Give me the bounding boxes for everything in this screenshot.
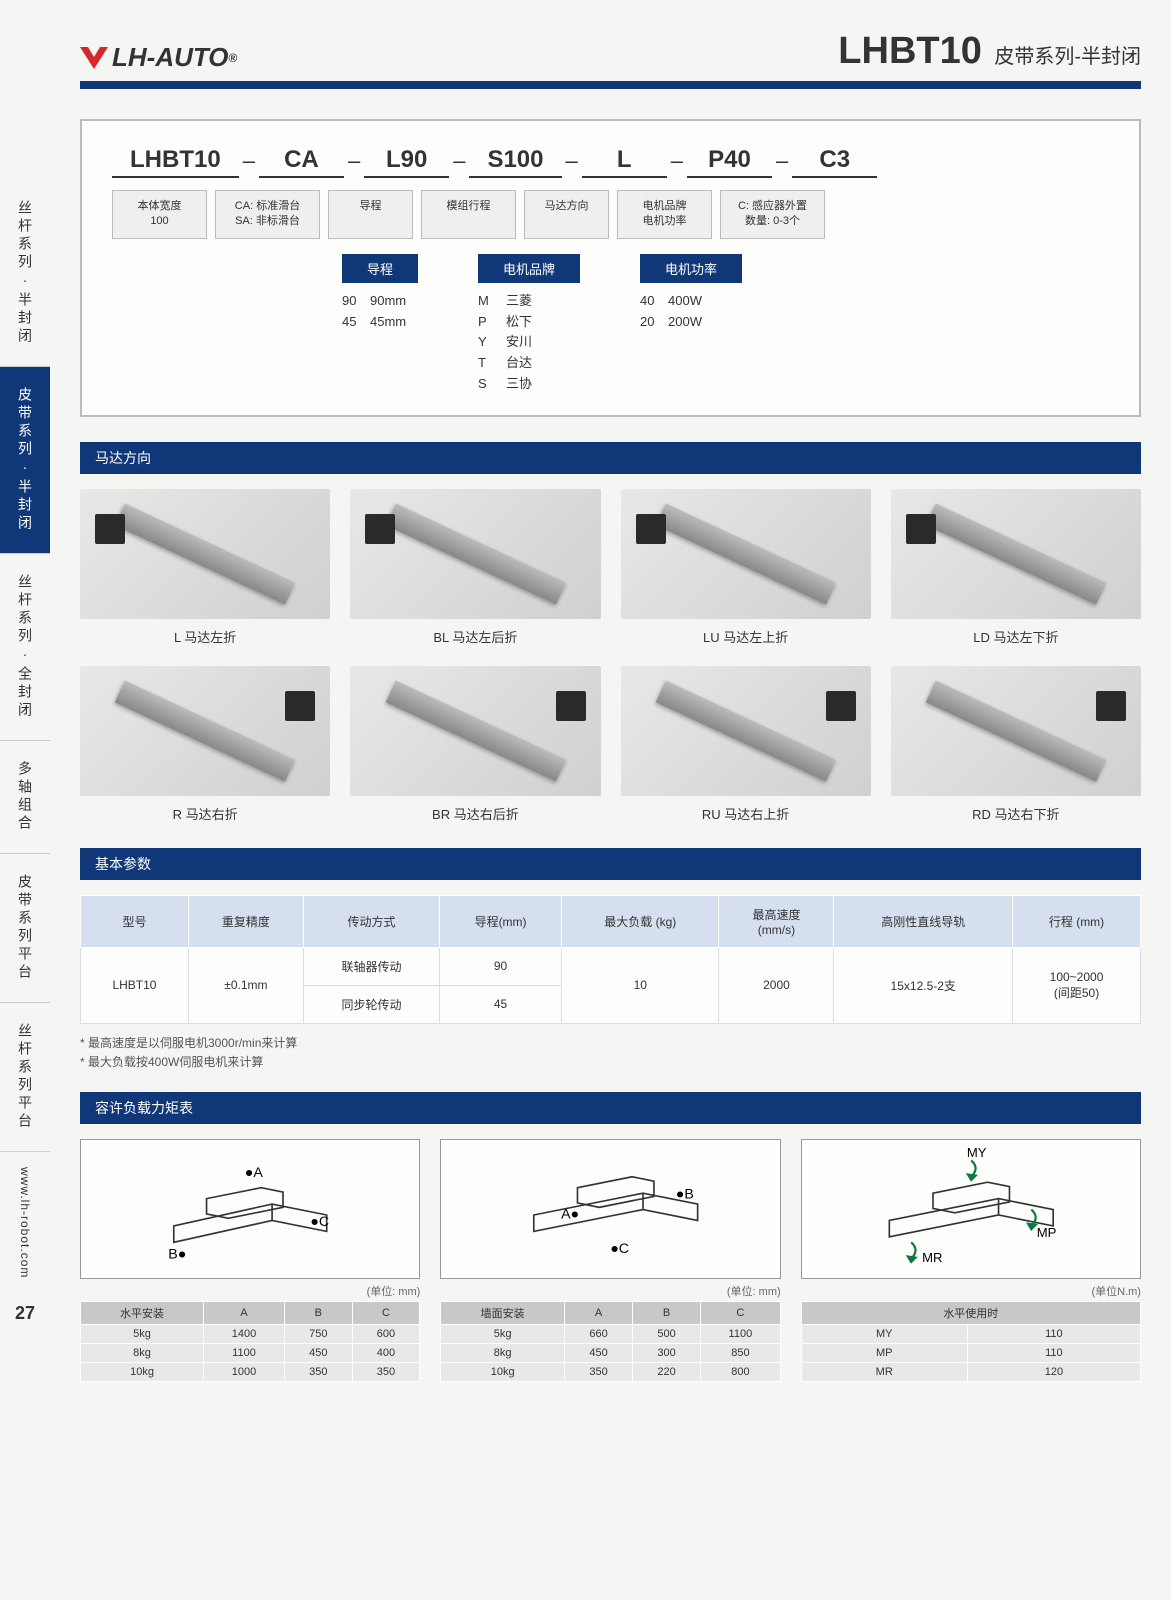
configuration-diagram: LHBT10–CA–L90–S100–L–P40–C3 本体宽度 100CA: … [80, 119, 1141, 417]
torque-diagram: ●A ●C B● [80, 1139, 420, 1279]
option-row: T台达 [478, 353, 580, 374]
torque-diagram: A● ●B ●C [440, 1139, 780, 1279]
part-code: C3 [792, 146, 877, 178]
motor-variant: RU 马达右上折 [621, 666, 871, 823]
section-torque: 容许负载力矩表 [80, 1092, 1141, 1124]
sidebar-item[interactable]: 皮带系列平台 [0, 854, 50, 1003]
svg-text:●C: ●C [310, 1214, 329, 1230]
logo: LH-AUTO® [80, 42, 237, 73]
sidebar-item[interactable]: 丝杆系列·半封闭 [0, 180, 50, 367]
option-row: Y安川 [478, 332, 580, 353]
svg-text:MR: MR [922, 1250, 942, 1265]
torque-table: 水平使用时MY110MP110MR120 [801, 1301, 1141, 1382]
option-group-header: 电机品牌 [478, 254, 580, 283]
header-divider [80, 81, 1141, 89]
sidebar-item[interactable]: 丝杆系列·全封闭 [0, 554, 50, 741]
param-column-header: 重复精度 [188, 895, 303, 947]
option-row: 20200W [640, 312, 742, 333]
param-column-header: 传动方式 [303, 895, 439, 947]
sidebar: 丝杆系列·半封闭皮带系列·半封闭丝杆系列·全封闭多轴组合皮带系列平台丝杆系列平台… [0, 0, 50, 1412]
param-column-header: 型号 [81, 895, 189, 947]
torque-table: 墙面安装ABC5kg66050011008kg45030085010kg3502… [440, 1301, 780, 1382]
svg-text:B●: B● [168, 1246, 186, 1262]
torque-table: 水平安装ABC5kg14007506008kg110045040010kg100… [80, 1301, 420, 1382]
svg-text:●C: ●C [610, 1241, 629, 1257]
product-subtitle: 皮带系列-半封闭 [994, 46, 1141, 68]
part-code: CA [259, 146, 344, 178]
part-description: 模组行程 [421, 190, 516, 239]
part-description: 马达方向 [524, 190, 609, 239]
sidebar-item[interactable]: 皮带系列·半封闭 [0, 367, 50, 554]
section-basic-params: 基本参数 [80, 848, 1141, 880]
sidebar-item[interactable]: 多轴组合 [0, 741, 50, 854]
motor-variant: L 马达左折 [80, 489, 330, 646]
part-code: LHBT10 [112, 146, 239, 178]
motor-variant: LD 马达左下折 [891, 489, 1141, 646]
motor-direction-grid: L 马达左折BL 马达左后折LU 马达左上折LD 马达左下折 R 马达右折BR 马… [80, 489, 1141, 823]
motor-variant: BR 马达右后折 [350, 666, 600, 823]
param-notes: * 最高速度是以伺服电机3000r/min来计算* 最大负载按400W伺服电机来… [80, 1034, 1141, 1072]
option-row: 4545mm [342, 312, 418, 333]
param-column-header: 最大负载 (kg) [562, 895, 719, 947]
param-column-header: 导程(mm) [440, 895, 562, 947]
torque-area: ●A●CB●(单位: mm)水平安装ABC5kg14007506008kg110… [80, 1139, 1141, 1382]
page-number: 27 [0, 1293, 50, 1334]
option-row: 40400W [640, 291, 742, 312]
part-code: L90 [364, 146, 449, 178]
option-row: M三菱 [478, 291, 580, 312]
page-header: LH-AUTO® LHBT10 皮带系列-半封闭 [80, 0, 1141, 81]
motor-variant: LU 马达左上折 [621, 489, 871, 646]
option-row: S三协 [478, 374, 580, 395]
part-code: S100 [469, 146, 561, 178]
param-column-header: 最高速度 (mm/s) [719, 895, 834, 947]
part-description: C: 感应器外置 数量: 0-3个 [720, 190, 825, 239]
params-table: 型号重复精度传动方式导程(mm)最大负载 (kg)最高速度 (mm/s)高刚性直… [80, 895, 1141, 1024]
motor-variant: BL 马达左后折 [350, 489, 600, 646]
product-title: LHBT10 [838, 30, 982, 72]
motor-variant: R 马达右折 [80, 666, 330, 823]
option-group-header: 电机功率 [640, 254, 742, 283]
sidebar-item[interactable]: 丝杆系列平台 [0, 1003, 50, 1152]
svg-text:●A: ●A [245, 1164, 264, 1180]
motor-variant: RD 马达右下折 [891, 666, 1141, 823]
part-description: 导程 [328, 190, 413, 239]
param-column-header: 行程 (mm) [1013, 895, 1141, 947]
option-row: P松下 [478, 312, 580, 333]
section-motor-direction: 马达方向 [80, 442, 1141, 474]
torque-diagram: MY MP MR [801, 1139, 1141, 1279]
option-group-header: 导程 [342, 254, 418, 283]
part-description: 本体宽度 100 [112, 190, 207, 239]
part-code: P40 [687, 146, 772, 178]
part-description: 电机品牌 电机功率 [617, 190, 712, 239]
part-description: CA: 标准滑台 SA: 非标滑台 [215, 190, 320, 239]
svg-text:A●: A● [561, 1206, 579, 1222]
part-code: L [582, 146, 667, 178]
option-row: 9090mm [342, 291, 418, 312]
param-column-header: 高刚性直线导轨 [834, 895, 1013, 947]
svg-text:MY: MY [966, 1145, 986, 1160]
svg-text:●B: ●B [676, 1186, 694, 1202]
svg-text:MP: MP [1036, 1224, 1056, 1239]
website-url: www.lh-robot.com [0, 1152, 50, 1293]
